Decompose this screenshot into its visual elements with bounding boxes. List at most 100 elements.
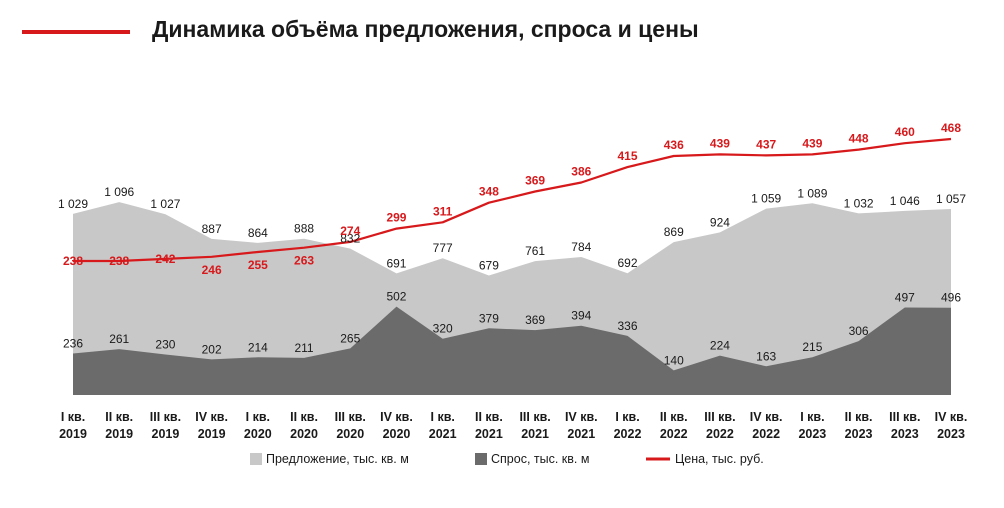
x-tick-year: 2019 [152,427,180,441]
price-label: 348 [479,185,499,199]
x-tick-year: 2021 [521,427,549,441]
supply-label: 1 032 [844,196,874,210]
price-label: 448 [849,132,869,146]
x-tick-label: I кв. 2021 [429,410,457,441]
price-label: 439 [710,136,730,150]
demand-label: 320 [433,322,453,336]
title-accent-bar [22,30,130,34]
legend-label-supply: Предложение, тыс. кв. м [266,452,409,466]
x-tick-quarter: IV кв. [380,410,413,424]
x-tick-label: IV кв. 2019 [195,410,228,441]
x-tick-year: 2020 [290,427,318,441]
x-tick-label: I кв. 2022 [614,410,642,441]
x-tick-label: I кв. 2019 [59,410,87,441]
x-tick-quarter: II кв. [475,410,503,424]
x-tick-label: III кв. 2021 [519,410,550,441]
price-label: 386 [571,164,591,178]
x-tick-quarter: III кв. [519,410,550,424]
x-tick-label: IV кв. 2021 [565,410,598,441]
demand-label: 202 [202,342,222,356]
x-tick-quarter: I кв. [246,410,270,424]
x-tick-year: 2019 [59,427,87,441]
x-tick-year: 2020 [383,427,411,441]
x-tick-label: III кв. 2022 [704,410,735,441]
x-tick-label: III кв. 2019 [150,410,181,441]
x-tick-quarter: II кв. [290,410,318,424]
x-tick-label: II кв. 2023 [845,410,873,441]
supply-area [73,202,951,395]
demand-label: 163 [756,349,776,363]
demand-label: 230 [155,338,175,352]
chart-title: Динамика объёма предложения, спроса и це… [152,16,699,42]
price-label: 238 [109,254,129,268]
price-label: 246 [202,263,222,277]
supply-label: 1 096 [104,185,134,199]
supply-label: 864 [248,226,268,240]
x-tick-label: II кв. 2022 [660,410,688,441]
demand-label: 140 [664,353,684,367]
x-tick-quarter: IV кв. [565,410,598,424]
demand-label: 394 [571,309,591,323]
price-label: 238 [63,254,83,268]
supply-label: 1 059 [751,192,781,206]
x-tick-quarter: II кв. [660,410,688,424]
price-label: 436 [664,138,684,152]
price-label: 468 [941,121,961,135]
x-tick-quarter: IV кв. [935,410,968,424]
x-tick-year: 2020 [244,427,272,441]
supply-label: 1 029 [58,197,88,211]
x-tick-year: 2021 [475,427,503,441]
x-tick-year: 2023 [798,427,826,441]
supply-label: 888 [294,222,314,236]
x-tick-year: 2022 [752,427,780,441]
demand-label: 369 [525,313,545,327]
x-tick-label: III кв. 2023 [889,410,920,441]
demand-label: 211 [294,341,313,355]
x-tick-quarter: IV кв. [750,410,783,424]
price-label: 274 [340,224,360,238]
x-tick-label: IV кв. 2023 [935,410,968,441]
x-tick-quarter: I кв. [615,410,639,424]
x-tick-year: 2023 [845,427,873,441]
x-tick-year: 2022 [660,427,688,441]
demand-label: 214 [248,340,268,354]
legend-swatch-demand [475,453,487,465]
supply-label: 761 [525,244,545,258]
price-label: 299 [386,211,406,225]
x-tick-label: II кв. 2020 [290,410,318,441]
legend-label-price: Цена, тыс. руб. [675,452,764,466]
x-tick-label: IV кв. 2022 [750,410,783,441]
x-tick-year: 2019 [105,427,133,441]
supply-label: 784 [571,240,591,254]
demand-label: 336 [618,319,638,333]
supply-label: 887 [202,222,222,236]
supply-label: 1 057 [936,192,966,206]
legend-label-demand: Спрос, тыс. кв. м [491,452,589,466]
demand-label: 502 [386,290,406,304]
x-tick-quarter: II кв. [105,410,133,424]
price-label: 263 [294,254,314,268]
price-label: 439 [802,136,822,150]
x-tick-quarter: II кв. [845,410,873,424]
supply-label: 924 [710,215,730,229]
x-tick-year: 2023 [891,427,919,441]
demand-label: 224 [710,339,730,353]
demand-label: 306 [849,324,869,338]
x-tick-label: II кв. 2019 [105,410,133,441]
supply-label: 691 [386,256,406,270]
supply-label: 692 [618,256,638,270]
demand-label: 496 [941,291,961,305]
x-tick-label: I кв. 2023 [798,410,826,441]
x-tick-year: 2021 [567,427,595,441]
x-tick-label: III кв. 2020 [335,410,366,441]
supply-label: 832 [340,232,360,246]
price-label: 415 [618,149,638,163]
x-tick-quarter: I кв. [800,410,824,424]
price-label: 437 [756,137,776,151]
x-tick-year: 2022 [614,427,642,441]
x-tick-quarter: III кв. [150,410,181,424]
x-tick-year: 2022 [706,427,734,441]
price-label: 460 [895,125,915,139]
demand-label: 261 [109,332,129,346]
